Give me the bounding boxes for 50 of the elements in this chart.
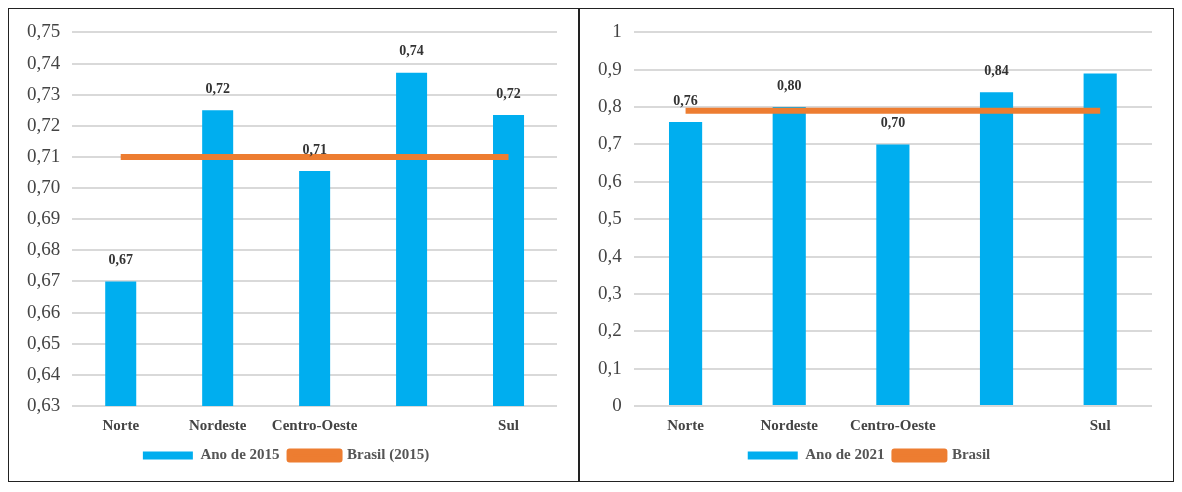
y-tick-label: 0,3: [598, 281, 622, 303]
x-tick-label: Norte: [102, 416, 140, 433]
x-tick-label: Sul: [498, 416, 519, 433]
bar: [876, 144, 910, 405]
y-tick-label: 0,68: [27, 238, 61, 260]
y-tick-label: 0,2: [598, 319, 622, 341]
data-label: 0,71: [302, 141, 327, 157]
x-tick-label: Norte: [667, 416, 705, 433]
y-tick-label: 0,4: [598, 244, 623, 266]
data-label: 0,76: [673, 92, 698, 108]
y-tick-label: 0,74: [27, 51, 61, 73]
y-tick-label: 0,73: [27, 82, 61, 104]
data-label: 0,72: [496, 85, 521, 101]
data-label: 0,67: [108, 252, 133, 268]
x-tick-label: Centro-Oeste: [271, 416, 358, 433]
x-tick-label: Sul: [1089, 416, 1111, 433]
y-tick-label: 0,72: [27, 113, 61, 135]
data-label: 0,70: [880, 115, 906, 131]
data-label: 0,80: [776, 77, 802, 93]
x-tick-label: Nordeste: [760, 416, 819, 433]
y-tick-label: 0,9: [598, 57, 622, 79]
legend-label: Brasil: [951, 446, 991, 463]
bar: [1083, 73, 1117, 405]
y-tick-label: 0,5: [598, 207, 622, 229]
y-tick-label: 0,6: [598, 169, 622, 191]
data-label: 0,74: [399, 43, 424, 59]
y-tick-label: 0,70: [27, 176, 61, 198]
y-tick-label: 0,7: [598, 132, 622, 154]
bar: [979, 92, 1014, 405]
data-label: 0,72: [205, 80, 230, 96]
y-tick-label: 0,1: [598, 356, 622, 378]
y-tick-label: 0,66: [27, 300, 61, 322]
x-tick-label: Centro-Oeste: [850, 416, 936, 433]
x-tick-label: Nordeste: [188, 416, 247, 433]
y-tick-label: 0,75: [27, 20, 61, 42]
bar: [669, 122, 703, 405]
data-label: 0,84: [984, 62, 1009, 78]
legend-label: Ano de 2021: [805, 446, 885, 463]
y-tick-label: 0,64: [27, 362, 61, 384]
y-tick-label: 0,71: [27, 144, 61, 166]
bar: [772, 107, 806, 405]
legend-label: Ano de 2015: [200, 446, 280, 463]
y-tick-label: 0: [612, 393, 622, 415]
y-tick-label: 0,65: [27, 331, 61, 353]
y-tick-label: 0,69: [27, 207, 61, 229]
y-tick-label: 0,67: [27, 269, 61, 291]
legend-label: Brasil (2015): [347, 446, 430, 464]
y-tick-label: 1: [612, 20, 622, 42]
y-tick-label: 0,63: [27, 393, 61, 415]
y-tick-label: 0,8: [598, 95, 622, 117]
